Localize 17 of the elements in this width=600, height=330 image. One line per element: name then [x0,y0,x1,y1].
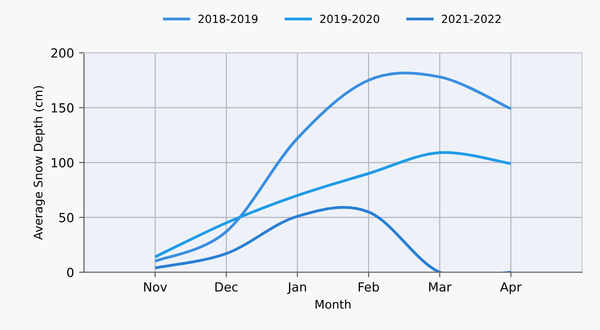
y-tick-label: 150 [52,103,74,113]
x-tick-label: Mar [429,282,452,292]
x-tick-label: Feb [358,282,379,292]
y-tick-label: 0 [67,268,74,278]
y-tick-label: 200 [51,48,74,58]
legend-label: 2018-2019 [198,14,258,24]
y-tick-label: 100 [52,158,74,168]
legend-label: 2021-2022 [442,14,501,24]
x-tick-label: Apr [500,282,522,294]
x-axis-title: Month [316,300,350,309]
y-tick-label: 50 [59,212,74,222]
x-tick-label: Jan [287,282,306,294]
legend-label: 2019-2020 [320,14,380,24]
x-tick-label: Dec [215,282,238,292]
x-tick-label: Nov [144,282,167,292]
y-axis-title: Average Snow Depth (cm) [33,86,45,240]
line-series [154,151,512,258]
